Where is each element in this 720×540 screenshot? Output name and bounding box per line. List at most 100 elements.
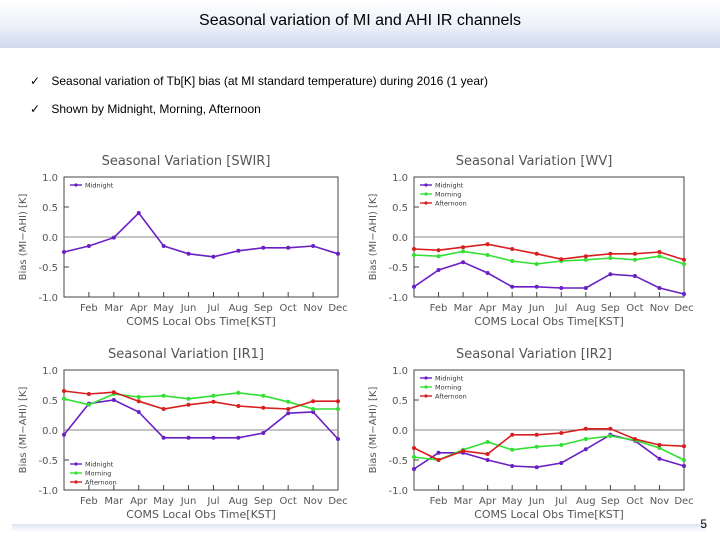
data-point-morning [436, 254, 441, 259]
x-tick-label: Feb [430, 303, 448, 314]
y-tick-label: 1.0 [42, 173, 58, 184]
data-point-afternoon [485, 452, 490, 456]
data-point-midnight [559, 461, 564, 465]
data-point-midnight [86, 244, 91, 248]
x-tick-label: Jun [180, 303, 197, 314]
data-point-morning [510, 259, 515, 263]
x-tick-label: Oct [280, 303, 297, 314]
data-point-afternoon [236, 404, 241, 408]
data-point-morning [136, 395, 141, 399]
checkmark-icon: ✓ [30, 102, 41, 116]
legend-marker-afternoon [424, 201, 428, 205]
chart-wv: Seasonal Variation [WV] 1.0 0.5 0.0 -0.5 -1.0… [362, 139, 706, 331]
x-tick-label: Jul [206, 496, 219, 507]
legend-marker-morning [74, 471, 78, 475]
data-point-midnight [510, 284, 515, 289]
y-tick-label: 0.5 [392, 396, 408, 407]
data-point-midnight [311, 244, 316, 248]
x-tick-label: Feb [80, 496, 98, 507]
data-point-midnight [236, 435, 241, 440]
data-point-midnight [161, 435, 166, 440]
legend-label: Midnight [435, 375, 464, 383]
x-tick-label: Sep [254, 303, 273, 314]
y-tick-label: 0.0 [392, 426, 408, 437]
x-tick-label: Feb [80, 303, 98, 314]
legend-marker-midnight [74, 183, 78, 187]
chart-swir: Seasonal Variation [SWIR] 1.0 0.5 0.0 -0.5 -1… [12, 139, 360, 331]
data-point-afternoon [632, 251, 637, 256]
data-point-afternoon [436, 248, 441, 253]
legend-label: Midnight [85, 461, 114, 469]
y-tick-label: -1.0 [388, 486, 408, 497]
data-point-morning [534, 262, 539, 266]
data-point-midnight [336, 437, 340, 441]
data-point-midnight [311, 410, 316, 414]
x-tick-label: Sep [254, 496, 273, 507]
series-line-morning [413, 250, 685, 265]
y-tick-label: 0.5 [392, 203, 408, 214]
legend-marker-afternoon [424, 394, 428, 398]
x-tick-label: Dec [674, 496, 693, 507]
legend-marker-morning [424, 385, 428, 389]
x-tick-label: Feb [430, 496, 448, 507]
data-point-afternoon [485, 242, 490, 247]
chart-title: Seasonal Variation [IR2] [456, 347, 612, 362]
data-point-midnight [111, 235, 116, 240]
x-tick-label: Nov [650, 303, 670, 314]
data-point-afternoon [336, 399, 340, 404]
x-tick-label: May [153, 496, 174, 507]
data-point-afternoon [583, 426, 588, 431]
data-point-afternoon [436, 458, 441, 462]
data-point-afternoon [657, 443, 662, 447]
data-point-midnight [136, 410, 141, 414]
data-point-morning [86, 402, 91, 407]
data-point-midnight [510, 464, 515, 468]
legend-label: Afternoon [85, 479, 117, 487]
data-point-morning [412, 455, 416, 459]
legend-label: Afternoon [435, 200, 467, 208]
data-point-afternoon [682, 257, 686, 262]
x-tick-label: Nov [650, 496, 670, 507]
data-point-afternoon [311, 399, 316, 404]
data-point-midnight [485, 458, 490, 462]
data-point-afternoon [62, 389, 66, 393]
data-point-morning [682, 262, 686, 266]
legend-marker-midnight [424, 376, 428, 380]
data-point-midnight [286, 411, 291, 416]
data-point-midnight [211, 254, 216, 259]
series-line-midnight [63, 211, 339, 258]
y-tick-label: 0.5 [42, 396, 58, 407]
slide-title: Seasonal variation of MI and AHI IR chan… [199, 12, 521, 29]
data-point-midnight [583, 447, 588, 452]
legend-marker-morning [424, 192, 428, 196]
data-point-morning [534, 444, 539, 449]
x-tick-label: Mar [104, 496, 124, 507]
data-point-morning [161, 393, 166, 398]
data-point-midnight [186, 251, 191, 256]
chart-title: Seasonal Variation [IR1] [108, 347, 264, 362]
data-point-midnight [161, 244, 166, 248]
series-line-afternoon [63, 390, 338, 410]
data-point-midnight [236, 248, 241, 253]
data-point-morning [583, 437, 588, 441]
x-tick-label: Jul [554, 303, 567, 314]
y-axis-label: Bias (MI−AHI) [K] [18, 194, 29, 281]
y-tick-label: -0.5 [38, 456, 58, 467]
data-point-afternoon [286, 407, 291, 411]
series-line-midnight [413, 433, 685, 470]
data-point-midnight [436, 450, 441, 455]
chart-ir1: Seasonal Variation [IR1] 1.0 0.5 0.0 -0.5 -1.… [12, 332, 360, 524]
x-tick-label: May [502, 303, 523, 314]
data-point-afternoon [86, 392, 91, 396]
x-tick-label: Jun [528, 496, 545, 507]
data-point-morning [461, 249, 466, 254]
bullet-item: ✓ Shown by Midnight, Morning, Afternoon [30, 100, 488, 128]
data-point-afternoon [583, 254, 588, 259]
data-point-morning [286, 399, 291, 404]
y-tick-label: -0.5 [388, 456, 408, 467]
data-point-midnight [559, 286, 564, 290]
x-tick-label: Oct [626, 496, 643, 507]
x-tick-label: Aug [229, 496, 249, 507]
x-tick-label: Nov [303, 496, 323, 507]
data-point-morning [510, 447, 515, 452]
